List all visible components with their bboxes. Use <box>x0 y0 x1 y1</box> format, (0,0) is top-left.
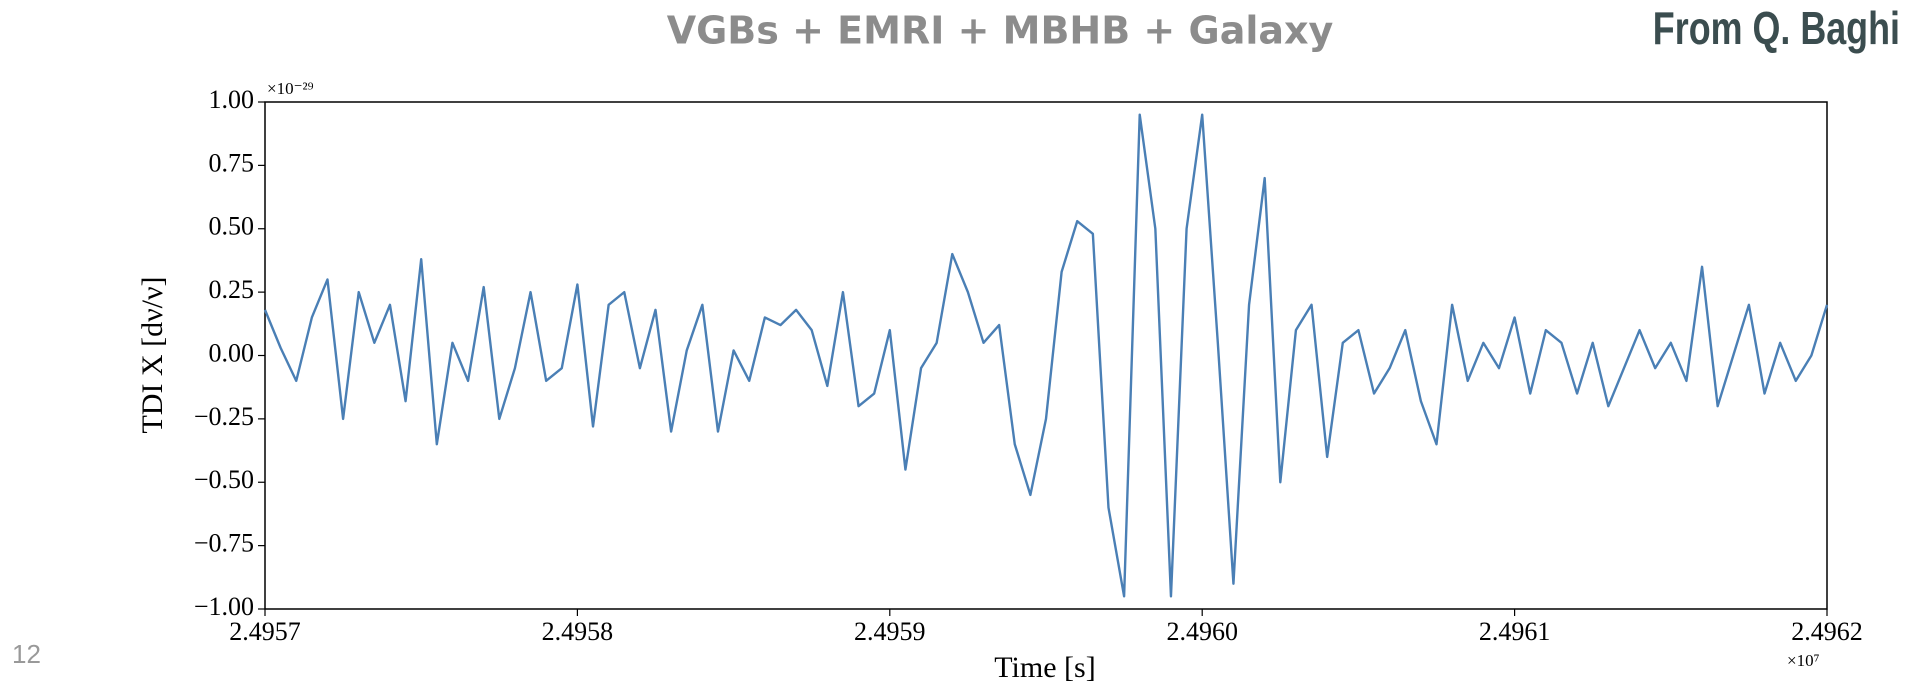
x-tick-label: 2.4961 <box>1479 617 1551 646</box>
x-offset-label: ×10⁷ <box>1787 651 1820 670</box>
x-axis-label: Time [s] <box>994 651 1095 684</box>
y-tick-label: 0.75 <box>209 148 255 177</box>
x-tick-label: 2.4962 <box>1791 617 1863 646</box>
y-tick-label: 1.00 <box>209 85 255 114</box>
y-tick-label: −0.25 <box>194 402 254 431</box>
y-axis-label: TDI X [dν/ν] <box>136 276 169 433</box>
page-number: 12 <box>12 639 41 669</box>
x-tick-label: 2.4958 <box>542 617 614 646</box>
data-line <box>263 113 1829 598</box>
y-tick-label: −1.00 <box>194 592 254 621</box>
y-tick-label: 0.25 <box>209 275 255 304</box>
x-tick-label: 2.4960 <box>1166 617 1238 646</box>
y-tick-label: −0.75 <box>194 529 254 558</box>
y-tick-label: 0.50 <box>209 212 255 241</box>
y-tick-label: 0.00 <box>209 338 255 367</box>
y-tick-label: −0.50 <box>194 465 254 494</box>
x-tick-label: 2.4959 <box>854 617 926 646</box>
slide-title: VGBs + EMRI + MBHB + Galaxy <box>667 9 1334 53</box>
y-offset-label: ×10⁻²⁹ <box>267 79 314 98</box>
credit: From Q. Baghi <box>1653 3 1900 54</box>
plot-frame <box>264 101 1828 610</box>
x-tick-label: 2.4957 <box>229 617 301 646</box>
